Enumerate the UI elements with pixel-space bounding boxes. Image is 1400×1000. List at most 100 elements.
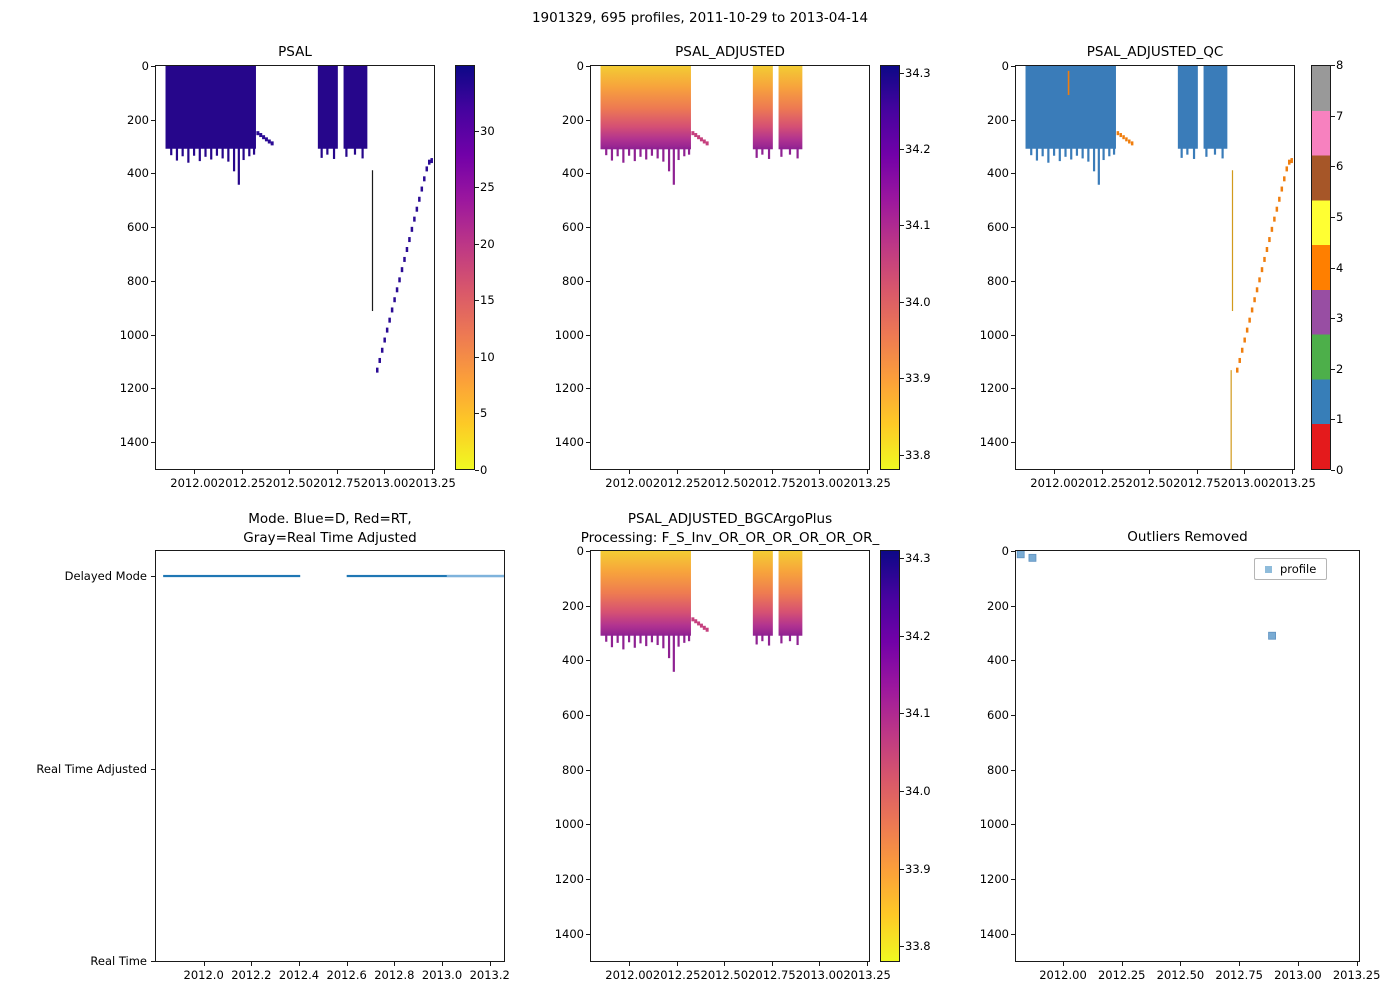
- colorbar-tick-label: 4: [1336, 260, 1344, 275]
- colorbar-tick-mark: [1331, 419, 1335, 421]
- plot-canvas-mode: [163, 574, 504, 578]
- y-tick-label: 400: [562, 166, 584, 181]
- colorbar-tick-label: 33.9: [905, 371, 931, 386]
- y-tick-label: 1000: [979, 327, 1009, 342]
- el-spikes: [755, 633, 771, 646]
- colorbar-qc: [1311, 65, 1331, 470]
- y-tick-label: 800: [127, 273, 149, 288]
- el-band: [317, 66, 338, 149]
- colorbar-tick-mark: [900, 790, 904, 792]
- el-band: [1177, 66, 1198, 149]
- x-tick-label: 2012.4: [278, 968, 320, 982]
- x-tick-mark: [819, 470, 821, 474]
- colorbar-tick-label: 10: [480, 349, 495, 364]
- x-tick-mark: [629, 470, 631, 474]
- colorbar-psal-adjusted-bgc: [880, 550, 900, 962]
- el-band: [165, 66, 256, 149]
- x-tick-mark: [676, 470, 678, 474]
- x-tick-mark: [676, 962, 678, 966]
- y-tick-mark: [586, 334, 590, 336]
- x-tick-label: 2013.25: [1332, 968, 1381, 982]
- colorbar-tick-mark: [900, 557, 904, 559]
- colorbar-tick-mark: [1331, 166, 1335, 168]
- x-tick-label: 2013.25: [408, 476, 456, 490]
- x-tick-label: 2012.75: [313, 476, 361, 490]
- y-tick-label: 0: [141, 59, 149, 73]
- el-spikes: [170, 146, 256, 185]
- x-tick-mark: [1244, 470, 1246, 474]
- el-vline: [1067, 70, 1070, 96]
- y-tick-label: 200: [987, 112, 1009, 127]
- el-dots: [1236, 158, 1293, 373]
- plot-canvas-psal-adjusted-qc: [1025, 66, 1293, 469]
- y-tick-mark: [151, 768, 155, 770]
- y-tick-mark: [151, 442, 155, 444]
- el-hseg: [163, 574, 301, 578]
- x-tick-label: 2012.25: [652, 968, 701, 982]
- colorbar-tick-label: 34.3: [905, 550, 931, 565]
- x-tick-mark: [1297, 962, 1299, 966]
- x-tick-mark: [819, 962, 821, 966]
- x-tick-label: 2012.75: [748, 476, 796, 490]
- y-tick-mark: [1011, 605, 1015, 607]
- y-tick-mark: [151, 66, 155, 67]
- y-tick-mark: [586, 119, 590, 121]
- colorbar-tick-label: 30: [480, 123, 495, 138]
- plot-title-outliers: Outliers Removed: [1127, 528, 1248, 547]
- colorbar-tick-mark: [900, 301, 904, 303]
- colorbar-psal: [455, 65, 475, 470]
- x-tick-label: 2012.50: [265, 476, 314, 490]
- el-vline: [1230, 370, 1232, 469]
- el-dots: [691, 617, 709, 632]
- y-tick-label: 600: [562, 708, 584, 722]
- colorbar-tick-label: 8: [1336, 58, 1344, 72]
- y-tick-label: 1200: [979, 381, 1009, 396]
- el-vline: [371, 170, 374, 312]
- y-tick-label: 1400: [119, 435, 149, 450]
- y-tick-label: 1400: [979, 435, 1009, 450]
- y-tick-mark: [1011, 442, 1015, 444]
- x-tick-mark: [867, 962, 869, 966]
- plot-title-line: Mode. Blue=D, Red=RT,: [248, 511, 412, 527]
- el-band: [752, 66, 773, 150]
- x-tick-mark: [1180, 962, 1182, 966]
- y-tick-label: 1400: [554, 435, 584, 450]
- colorbar-tick-label: 34.1: [905, 218, 931, 233]
- colorbar-tick-label: 0: [1336, 463, 1344, 477]
- x-tick-mark: [1062, 962, 1064, 966]
- x-tick-label: 2013.00: [795, 476, 844, 490]
- y-tick-mark: [1011, 173, 1015, 175]
- y-tick-mark: [1011, 879, 1015, 880]
- el-band: [600, 551, 691, 636]
- plot-canvas-outliers: [1016, 551, 1276, 640]
- y-tick-label: 800: [562, 273, 584, 288]
- plot-title-psal-adjusted-bgc: PSAL_ADJUSTED_BGCArgoPlus Processing: F_S…: [581, 510, 880, 548]
- plot-canvas-psal: [165, 66, 433, 373]
- y-tick-mark: [1011, 227, 1015, 229]
- y-tick-label: 600: [127, 220, 149, 235]
- y-tick-label: 1200: [979, 872, 1009, 886]
- y-tick-label: 1400: [979, 926, 1009, 941]
- colorbar-tick-label: 0: [480, 463, 488, 477]
- y-tick-mark: [586, 280, 590, 282]
- el-band: [752, 551, 773, 636]
- plot-title-line: PSAL_ADJUSTED_BGCArgoPlus: [627, 511, 833, 527]
- y-tick-mark: [586, 879, 590, 880]
- x-tick-mark: [289, 470, 291, 474]
- x-tick-mark: [394, 962, 396, 966]
- x-tick-label: 2012.0: [183, 968, 224, 982]
- y-category-label: Real Time: [90, 954, 147, 968]
- x-tick-label: 2012.2: [231, 968, 272, 982]
- plot-title-line: PSAL: [278, 44, 312, 60]
- plot-title-line: Gray=Real Time Adjusted: [243, 529, 417, 546]
- y-tick-mark: [151, 334, 155, 336]
- y-category-label: Delayed Mode: [64, 569, 147, 584]
- colorbar-tick-mark: [475, 300, 479, 302]
- colorbar-tick-mark: [900, 868, 904, 870]
- colorbar-tick-label: 2: [1336, 361, 1344, 376]
- plot-title-line: Outliers Removed: [1127, 529, 1248, 545]
- x-tick-mark: [629, 962, 631, 966]
- colorbar-tick-mark: [900, 149, 904, 151]
- colorbar-tick-mark: [900, 72, 904, 74]
- colorbar-tick-label: 1: [1336, 412, 1344, 427]
